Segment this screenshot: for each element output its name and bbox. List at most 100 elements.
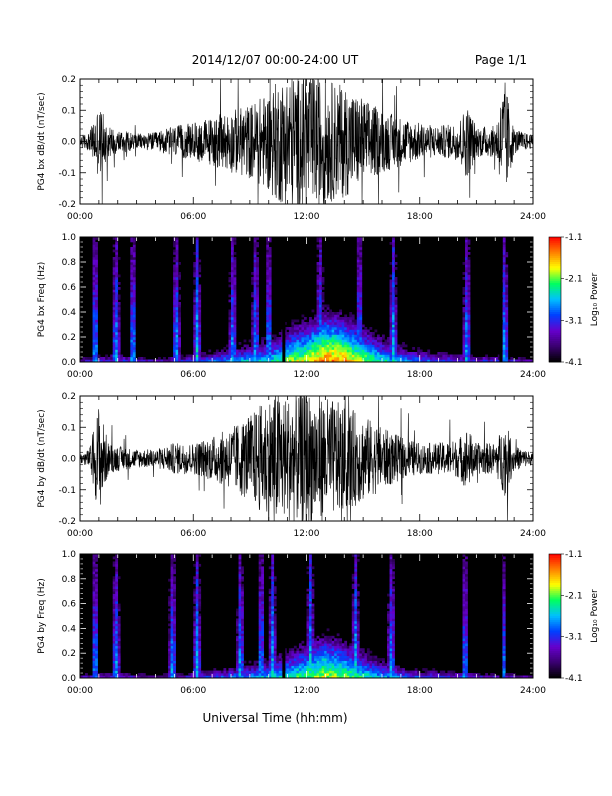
spectrogram-cell [357, 312, 360, 315]
spectrogram-cell [264, 350, 267, 353]
spectrogram-cell [95, 265, 98, 268]
spectrogram-cell [241, 626, 244, 629]
spectrogram-cell [193, 342, 196, 345]
spectrogram-cell [173, 594, 176, 597]
spectrogram-cell [93, 337, 96, 340]
spectrogram-cell [314, 656, 317, 659]
spectrogram-cell [256, 242, 259, 245]
spectrogram-cell [505, 325, 508, 328]
spectrogram-cell [312, 350, 315, 353]
spectrogram-cell [337, 643, 340, 646]
spectrogram-cell [337, 327, 340, 330]
spectrogram-cell [390, 275, 393, 278]
spectrogram-cell [234, 345, 237, 348]
spectrogram-cell [231, 257, 234, 260]
spectrogram-cell [395, 345, 398, 348]
spectrogram-cell [339, 332, 342, 335]
spectrogram-cell [196, 584, 199, 587]
spectrogram-cell [234, 277, 237, 280]
spectrogram-cell [329, 646, 332, 649]
spectrogram-cell [93, 342, 96, 345]
spectrogram-cell [279, 661, 282, 664]
spectrogram-cell [309, 335, 312, 338]
spectrogram-cell [269, 255, 272, 258]
spectrogram-cell [271, 342, 274, 345]
spectrogram-cell [95, 641, 98, 644]
spectrogram-cell [259, 357, 262, 360]
spectrogram-cell [196, 335, 199, 338]
spectrogram-cell [254, 337, 257, 340]
spectrogram-cell [236, 648, 239, 651]
spectrogram-cell [259, 668, 262, 671]
spectrogram-cell [266, 345, 269, 348]
spectrogram-cell [259, 559, 262, 562]
spectrogram-cell [249, 668, 252, 671]
spectrogram-cell [261, 352, 264, 355]
spectrogram-cell [317, 671, 320, 674]
spectrogram-cell [93, 651, 96, 654]
spectrogram-cell [324, 651, 327, 654]
spectrogram-cell [307, 347, 310, 350]
spectrogram-cell [286, 352, 289, 355]
spectrogram-cell [269, 626, 272, 629]
spectrogram-cell [334, 345, 337, 348]
spectrogram-cell [168, 628, 171, 631]
spectrogram-cell [133, 252, 136, 255]
spectrogram-cell [296, 335, 299, 338]
spectrogram-cell [193, 646, 196, 649]
spectrogram-cell [352, 335, 355, 338]
spectrogram-cell [377, 671, 380, 674]
spectrogram-cell [254, 335, 257, 338]
spectrogram-cell [463, 302, 466, 305]
spectrogram-cell [395, 327, 398, 330]
spectrogram-cell [113, 270, 116, 273]
spectrogram-cell [357, 636, 360, 639]
spectrogram-cell [196, 671, 199, 674]
spectrogram-cell [468, 240, 471, 243]
spectrogram-cell [312, 335, 315, 338]
spectrogram-cell [118, 618, 121, 621]
spectrogram-cell [503, 653, 506, 656]
spectrogram-cell [301, 320, 304, 323]
spectrogram-cell [254, 282, 257, 285]
spectrogram-cell [196, 636, 199, 639]
spectrogram-cell [465, 342, 468, 345]
spectrogram-cell [143, 357, 146, 360]
spectrogram-cell [234, 252, 237, 255]
spectrogram-cell [196, 653, 199, 656]
spectrogram-cell [390, 556, 393, 559]
spectrogram-cell [314, 653, 317, 656]
spectrogram-cell [359, 297, 362, 300]
spectrogram-cell [319, 287, 322, 290]
spectrogram-cell [269, 666, 272, 669]
spectrogram-cell [385, 357, 388, 360]
spectrogram-cell [309, 626, 312, 629]
spectrogram-cell [213, 352, 216, 355]
spectrogram-cell [231, 671, 234, 674]
spectrogram-cell [239, 668, 242, 671]
spectrogram-cell [470, 357, 473, 360]
spectrogram-cell [450, 357, 453, 360]
figure-page-number: Page 1/1 [475, 53, 527, 67]
spectrogram-cell [505, 310, 508, 313]
spectrogram-cell [377, 347, 380, 350]
spectrogram-cell [218, 671, 221, 674]
spectrogram-cell [95, 638, 98, 641]
spectrogram-cell [395, 305, 398, 308]
spectrogram-cell [359, 250, 362, 253]
spectrogram-cell [402, 350, 405, 353]
spectrogram-cell [193, 322, 196, 325]
spectrogram-cell [465, 576, 468, 579]
spectrogram-cell [274, 576, 277, 579]
spectrogram-cell [324, 653, 327, 656]
spectrogram-cell [309, 355, 312, 358]
spectrogram-cell [113, 285, 116, 288]
spectrogram-cell [196, 352, 199, 355]
spectrogram-cell [173, 611, 176, 614]
spectrogram-cell [115, 646, 118, 649]
spectrogram-cell [176, 335, 179, 338]
spectrogram-cell [236, 621, 239, 624]
spectrogram-cell [226, 352, 229, 355]
spectrogram-cell [339, 656, 342, 659]
spectrogram-cell [193, 270, 196, 273]
